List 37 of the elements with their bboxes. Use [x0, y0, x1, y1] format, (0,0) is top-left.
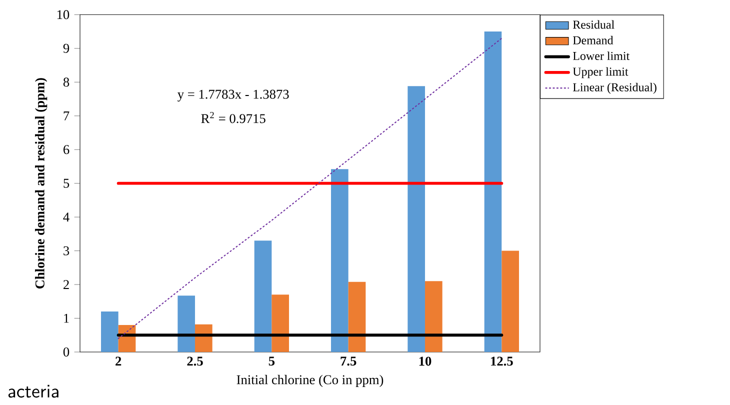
x-tick-label: 2: [116, 356, 122, 366]
legend-label: Upper limit: [572, 67, 628, 78]
legend-label: Linear (Residual): [572, 82, 656, 94]
y-tick-label: 7: [64, 111, 70, 120]
legend-label: Lower limit: [572, 52, 630, 60]
x-tick-label: 5: [268, 356, 275, 366]
bar: [408, 86, 426, 352]
bar: [178, 296, 196, 352]
text: acteria: [8, 384, 58, 398]
y-tick-label: 10: [57, 10, 70, 20]
y-tick-label: 1: [64, 314, 69, 323]
annotation: y = 1.7783x - 1.3873: [178, 90, 289, 102]
annotation: R$^{2}$ = 0.9715: [201, 112, 266, 124]
bar: [425, 281, 442, 352]
bar: [348, 282, 366, 352]
x-tick-label: 12.5: [491, 356, 513, 366]
x-tick-label: 7.5: [340, 356, 356, 366]
bar: [272, 294, 290, 352]
legend-label: Demand: [572, 36, 614, 44]
y-axis-title: Chlorine demand and residual (ppm): [35, 78, 48, 289]
bar: [254, 240, 272, 352]
y-tick-label: 9: [63, 44, 70, 53]
x-tick-label: 2.5: [187, 356, 203, 366]
bar: [101, 312, 118, 352]
y-tick-label: 4: [63, 212, 70, 222]
bar: [484, 32, 502, 352]
y-tick-label: 5: [64, 178, 70, 188]
y-tick-label: 2: [64, 280, 69, 289]
y-tick-label: 0: [63, 348, 70, 356]
x-axis-title: Initial chlorine (Co in ppm): [236, 374, 384, 387]
y-tick-label: 3: [64, 246, 70, 256]
legend-label: Residual: [572, 20, 614, 29]
y-tick-label: 8: [63, 78, 70, 87]
bar: [331, 169, 348, 352]
y-tick-label: 6: [64, 145, 70, 154]
bar: [502, 250, 519, 352]
x-tick-label: 10: [419, 356, 432, 366]
